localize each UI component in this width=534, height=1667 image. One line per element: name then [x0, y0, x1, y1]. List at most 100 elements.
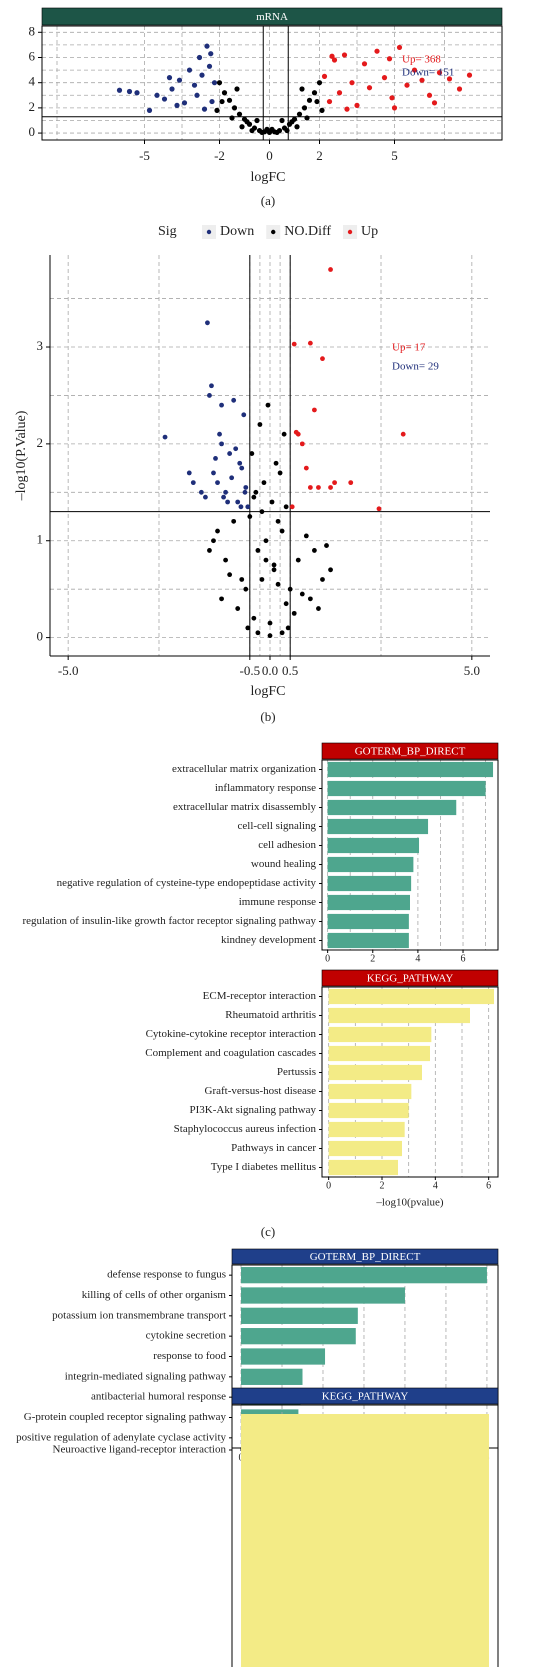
- point: [307, 596, 313, 602]
- point: [243, 586, 249, 592]
- y-tick-label: 2: [29, 99, 36, 114]
- category-label: Cytokine-cytokine receptor interaction: [146, 1028, 317, 1040]
- bar: [328, 1026, 432, 1043]
- bar: [327, 780, 486, 797]
- point: [275, 518, 281, 524]
- point: [316, 80, 323, 86]
- category-label: Type I diabetes mellitus: [211, 1161, 316, 1173]
- point: [259, 129, 265, 136]
- x-tick-label: 0.5: [282, 663, 298, 678]
- point: [389, 95, 395, 101]
- category-label: integrin-mediated signaling pathway: [65, 1370, 227, 1382]
- y-tick-label: 4: [29, 74, 36, 89]
- point: [254, 117, 260, 124]
- point: [134, 90, 140, 96]
- point: [215, 528, 220, 534]
- category-label: PI3K-Akt signaling pathway: [190, 1104, 317, 1116]
- x-tick-label: 2: [380, 1180, 385, 1191]
- point: [241, 412, 247, 418]
- point: [215, 480, 220, 486]
- annotation: Down= 29: [392, 361, 439, 373]
- point: [299, 86, 305, 92]
- point: [294, 124, 300, 130]
- x-tick-label: -0.5: [240, 663, 261, 678]
- panel-title: KEGG_PATHWAY: [367, 973, 454, 985]
- point: [207, 548, 212, 553]
- point: [251, 615, 257, 621]
- point: [301, 105, 308, 111]
- legend-label: Up: [361, 224, 378, 239]
- category-label: Complement and coagulation cascades: [145, 1047, 316, 1059]
- category-label: Pathways in cancer: [231, 1142, 316, 1154]
- point: [245, 504, 251, 510]
- point: [225, 499, 231, 505]
- bar: [327, 875, 412, 892]
- point: [328, 485, 333, 490]
- bar: [327, 761, 494, 778]
- point: [419, 77, 425, 83]
- category-label: extracellular matrix organization: [172, 763, 316, 775]
- point: [221, 494, 226, 500]
- bar: [241, 1348, 326, 1365]
- category-label: Neuroactive ligand-receptor interaction: [53, 1444, 227, 1456]
- point: [226, 97, 233, 103]
- category-label: inflammatory response: [215, 782, 316, 794]
- y-tick-label: 2: [37, 435, 44, 450]
- point: [239, 124, 245, 130]
- point: [229, 475, 235, 481]
- bar: [327, 799, 457, 816]
- x-tick-label: 0.0: [262, 663, 278, 678]
- y-tick-label: 0: [37, 629, 44, 644]
- point: [186, 67, 193, 73]
- point: [284, 127, 290, 134]
- bar: [241, 1267, 487, 1284]
- point: [257, 422, 263, 427]
- bar: [327, 932, 409, 949]
- point: [279, 528, 285, 534]
- point: [331, 57, 338, 63]
- point: [247, 514, 253, 519]
- point: [281, 431, 287, 437]
- point: [259, 577, 265, 582]
- category-label: killing of cells of other organism: [82, 1289, 227, 1301]
- point: [242, 489, 248, 495]
- point: [205, 320, 210, 326]
- point: [196, 54, 203, 61]
- point: [259, 509, 265, 515]
- point: [271, 562, 277, 568]
- x-tick-label: 5.0: [464, 663, 480, 678]
- point: [400, 431, 406, 437]
- point: [219, 98, 225, 105]
- point: [391, 105, 398, 111]
- point: [146, 107, 153, 113]
- point: [269, 126, 275, 132]
- bar: [328, 1064, 422, 1081]
- point: [223, 489, 228, 495]
- point: [211, 538, 216, 544]
- point: [316, 485, 321, 490]
- point: [381, 75, 388, 81]
- bar: [328, 1102, 409, 1119]
- point: [456, 86, 463, 92]
- x-tick-label: 5: [391, 148, 398, 163]
- point: [466, 72, 473, 78]
- point: [239, 577, 245, 582]
- point: [264, 126, 270, 132]
- bar: [327, 818, 429, 835]
- point: [271, 567, 277, 573]
- category-label: antibacterial humoral response: [91, 1391, 226, 1403]
- bar: [328, 1007, 470, 1024]
- point: [436, 70, 443, 76]
- category-label: G-protein coupled receptor signaling pat…: [24, 1411, 227, 1423]
- point: [211, 80, 218, 86]
- point: [279, 117, 285, 124]
- category-label: regulation of insulin-like growth factor…: [22, 915, 316, 927]
- category-label: Rheumatoid arthritis: [225, 1009, 316, 1021]
- category-label: Graft-versus-host disease: [205, 1085, 317, 1097]
- panel-title: KEGG_PATHWAY: [322, 1391, 409, 1403]
- category-label: wound healing: [251, 858, 317, 870]
- point: [303, 533, 309, 539]
- point: [227, 572, 233, 578]
- point: [341, 52, 348, 58]
- point: [209, 383, 214, 389]
